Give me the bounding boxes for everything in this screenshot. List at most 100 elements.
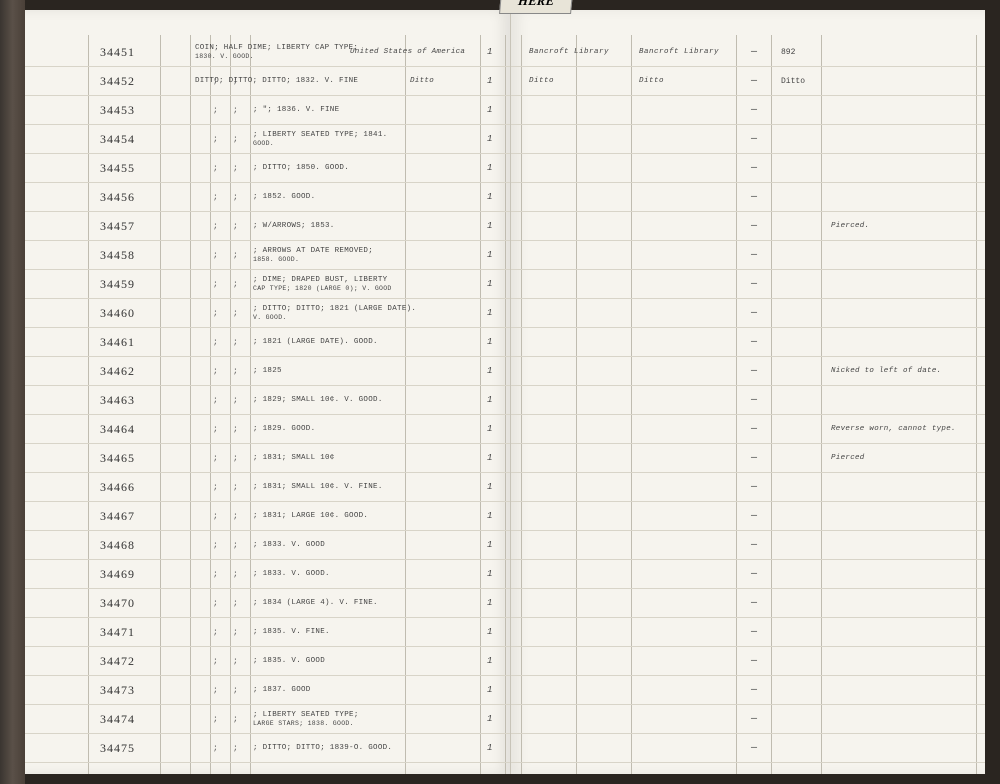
ditto-mark: ;	[233, 309, 238, 318]
ditto-mark: ;	[213, 570, 218, 579]
record-id: 34458	[100, 248, 135, 263]
dash-mark: —	[751, 511, 757, 522]
library-1: Ditto	[529, 77, 554, 85]
ledger-row: —	[511, 270, 985, 299]
reference-number: 892	[781, 48, 795, 57]
ditto-mark: ;	[213, 222, 218, 231]
record-id: 34462	[100, 364, 135, 379]
ledger-row: 34471;; ; 1835. V. Fine. 1	[15, 618, 510, 647]
description: ; Liberty seated type;large stars; 1838.…	[253, 711, 453, 726]
ledger-row: —	[511, 299, 985, 328]
description: Ditto; ditto; ditto; 1832. V. Fine	[195, 77, 395, 85]
ditto-mark: ;	[233, 628, 238, 637]
dash-mark: —	[751, 627, 757, 638]
ditto-mark: ;	[213, 483, 218, 492]
description: ; 1825	[253, 367, 453, 375]
ditto-mark: ;	[233, 164, 238, 173]
dash-mark: —	[751, 424, 757, 435]
ledger-row: 34457;;; w/arrows; 1853.1	[15, 212, 510, 241]
dash-mark: —	[751, 540, 757, 551]
ditto-mark: ;	[233, 280, 238, 289]
ledger-row: 34467;;; 1831; large 10¢. Good.1	[15, 502, 510, 531]
dash-mark: —	[751, 366, 757, 377]
ditto-mark: ;	[213, 512, 218, 521]
ditto-mark: ;	[233, 135, 238, 144]
description: ; w/arrows; 1853.	[253, 222, 453, 230]
description: ; Dime; draped bust, Libertycap type; 18…	[253, 276, 453, 291]
description: ; 1837. Good	[253, 686, 453, 694]
ledger-row: 34475;;; ditto; ditto; 1839-O. Good.1	[15, 734, 510, 763]
ditto-mark: ;	[213, 338, 218, 347]
ditto-mark: ;	[213, 425, 218, 434]
ditto-mark: ;	[213, 454, 218, 463]
description: ; 1835. V. Good	[253, 657, 453, 665]
quantity: 1	[487, 221, 492, 231]
quantity: 1	[487, 76, 492, 86]
record-id: 34469	[100, 567, 135, 582]
quantity: 1	[487, 453, 492, 463]
ditto-mark: ;	[213, 628, 218, 637]
quantity: 1	[487, 47, 492, 57]
description: ; 1834 (large 4). V. Fine.	[253, 599, 453, 607]
ditto-mark: ;	[233, 686, 238, 695]
ledger-row: 34473;;; 1837. Good1	[15, 676, 510, 705]
dash-mark: —	[751, 656, 757, 667]
ditto-mark: ;	[233, 106, 238, 115]
ditto-mark: ;	[213, 367, 218, 376]
ditto-mark: ;	[233, 715, 238, 724]
origin: United States of America	[350, 48, 480, 56]
record-id: 34463	[100, 393, 135, 408]
dash-mark: —	[751, 250, 757, 261]
quantity: 1	[487, 598, 492, 608]
record-id: 34475	[100, 741, 135, 756]
ledger-row: 34474;;; Liberty seated type;large stars…	[15, 705, 510, 734]
ditto-mark: ;	[233, 570, 238, 579]
record-id: 34452	[100, 74, 135, 89]
description: ; "; 1836. V. Fine	[253, 106, 453, 114]
record-id: 34459	[100, 277, 135, 292]
record-id: 34455	[100, 161, 135, 176]
ditto-mark: ;	[233, 454, 238, 463]
record-id: 34472	[100, 654, 135, 669]
quantity: 1	[487, 163, 492, 173]
quantity: 1	[487, 714, 492, 724]
ledger-row: —	[511, 734, 985, 763]
record-id: 34473	[100, 683, 135, 698]
ledger-row: —	[511, 560, 985, 589]
ledger-row: —	[511, 589, 985, 618]
ledger-row: —	[511, 473, 985, 502]
quantity: 1	[487, 656, 492, 666]
ledger-row: 34455;;; Ditto; 1850. Good.1	[15, 154, 510, 183]
ledger-row: —	[511, 125, 985, 154]
ditto-mark: ;	[213, 135, 218, 144]
record-id: 34467	[100, 509, 135, 524]
quantity: 1	[487, 279, 492, 289]
quantity: 1	[487, 627, 492, 637]
ledger-book: 34451Coin; half dime; Liberty cap type;1…	[15, 10, 985, 774]
dash-mark: —	[751, 743, 757, 754]
ledger-row: 34472;;; 1835. V. Good1	[15, 647, 510, 676]
record-id: 34461	[100, 335, 135, 350]
ditto-mark: ;	[233, 599, 238, 608]
ledger-row: 34469;;; 1833. V. Good.1	[15, 560, 510, 589]
description: ; 1821 (large date). Good.	[253, 338, 453, 346]
record-id: 34451	[100, 45, 135, 60]
ditto-mark: ;	[213, 686, 218, 695]
ditto-mark: ;	[213, 744, 218, 753]
record-id: 34471	[100, 625, 135, 640]
quantity: 1	[487, 337, 492, 347]
description: ; 1829; small 10¢. V. Good.	[253, 396, 453, 404]
ditto-mark: ;	[213, 541, 218, 550]
reference-number: Ditto	[781, 77, 805, 86]
library-1: Bancroft Library	[529, 48, 609, 56]
ledger-row: —	[511, 531, 985, 560]
ditto-mark: ;	[213, 599, 218, 608]
ledger-row: Bancroft LibraryBancroft Library—892	[511, 38, 985, 67]
ledger-row: DittoDitto—Ditto	[511, 67, 985, 96]
ditto-mark: ;	[213, 164, 218, 173]
ledger-row: —	[511, 241, 985, 270]
description: ; 1835. V. Fine.	[253, 628, 453, 636]
ledger-row: —Pierced.	[511, 212, 985, 241]
note: Reverse worn, cannot type.	[831, 425, 956, 433]
ditto-mark: ;	[233, 396, 238, 405]
